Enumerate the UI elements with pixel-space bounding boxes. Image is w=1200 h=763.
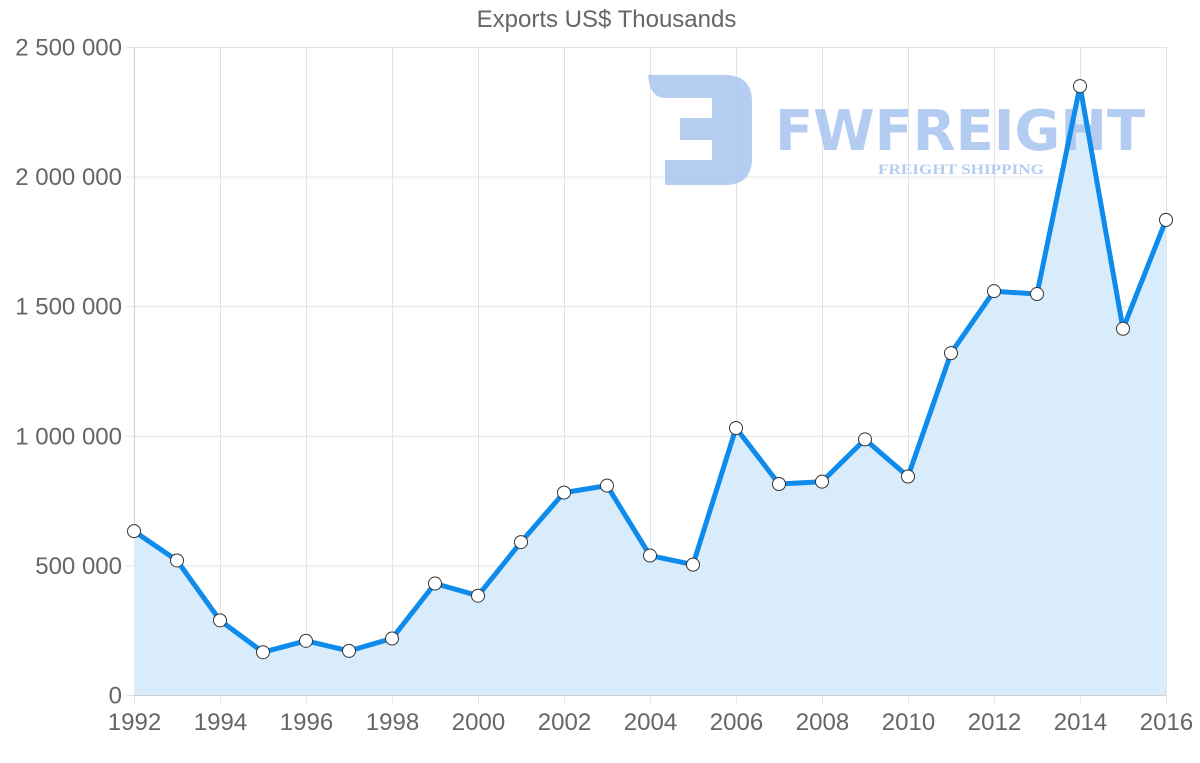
data-point[interactable]	[557, 485, 571, 500]
data-point[interactable]	[815, 474, 829, 489]
watermark-tagline: FREIGHT SHIPPING	[878, 162, 1044, 178]
data-point[interactable]	[1073, 79, 1087, 94]
data-point[interactable]	[686, 557, 700, 572]
y-tick-label: 1 000 000	[15, 423, 122, 450]
data-point[interactable]	[1116, 321, 1130, 336]
data-point[interactable]	[1030, 287, 1044, 302]
data-point[interactable]	[729, 421, 743, 436]
fw-logo-icon	[648, 75, 752, 185]
data-point[interactable]	[256, 645, 270, 660]
y-tick-label: 2 000 000	[15, 164, 122, 191]
y-axis: 0 500 000 1 000 000 1 500 000 2 000 000 2 500…	[15, 35, 122, 710]
x-tick-label: 2000	[452, 709, 505, 736]
x-axis: 1992 1994 1996 1998 2000 2002 2004 2006 2008 2010…	[108, 709, 1193, 736]
x-tick-label: 2004	[624, 709, 677, 736]
x-tick-label: 2012	[968, 709, 1021, 736]
x-tick-label: 2016	[1140, 709, 1193, 736]
y-tick-label: 500 000	[35, 553, 122, 580]
y-tick-label: 0	[109, 683, 122, 710]
x-tick-label: 1994	[194, 709, 247, 736]
data-point[interactable]	[901, 469, 915, 484]
data-point[interactable]	[987, 284, 1001, 299]
data-point[interactable]	[342, 643, 356, 658]
data-points	[127, 79, 1173, 660]
area-fill-path	[134, 86, 1166, 696]
data-point[interactable]	[127, 524, 141, 539]
x-tick-label: 1998	[366, 709, 419, 736]
y-tick-label: 1 500 000	[15, 294, 122, 321]
x-tick-label: 2006	[710, 709, 763, 736]
y-tick-label: 2 500 000	[15, 35, 122, 62]
data-point[interactable]	[428, 576, 442, 591]
data-point[interactable]	[858, 432, 872, 447]
x-tick-label: 2010	[882, 709, 935, 736]
x-tick-label: 2002	[538, 709, 591, 736]
x-tick-label: 1996	[280, 709, 333, 736]
data-point[interactable]	[170, 553, 184, 568]
data-point[interactable]	[944, 346, 958, 361]
data-point[interactable]	[299, 633, 313, 648]
x-tick-label: 2008	[796, 709, 849, 736]
chart-title: Exports US$ Thousands	[476, 6, 737, 33]
x-tick-label: 1992	[108, 709, 161, 736]
area-fill	[134, 86, 1166, 696]
data-point[interactable]	[471, 588, 485, 603]
data-point[interactable]	[643, 548, 657, 563]
data-point[interactable]	[772, 477, 786, 492]
data-point[interactable]	[213, 613, 227, 628]
data-point[interactable]	[514, 535, 528, 550]
x-tick-label: 2014	[1054, 709, 1107, 736]
data-point[interactable]	[385, 631, 399, 646]
data-point[interactable]	[600, 478, 614, 493]
data-point[interactable]	[1159, 212, 1173, 227]
